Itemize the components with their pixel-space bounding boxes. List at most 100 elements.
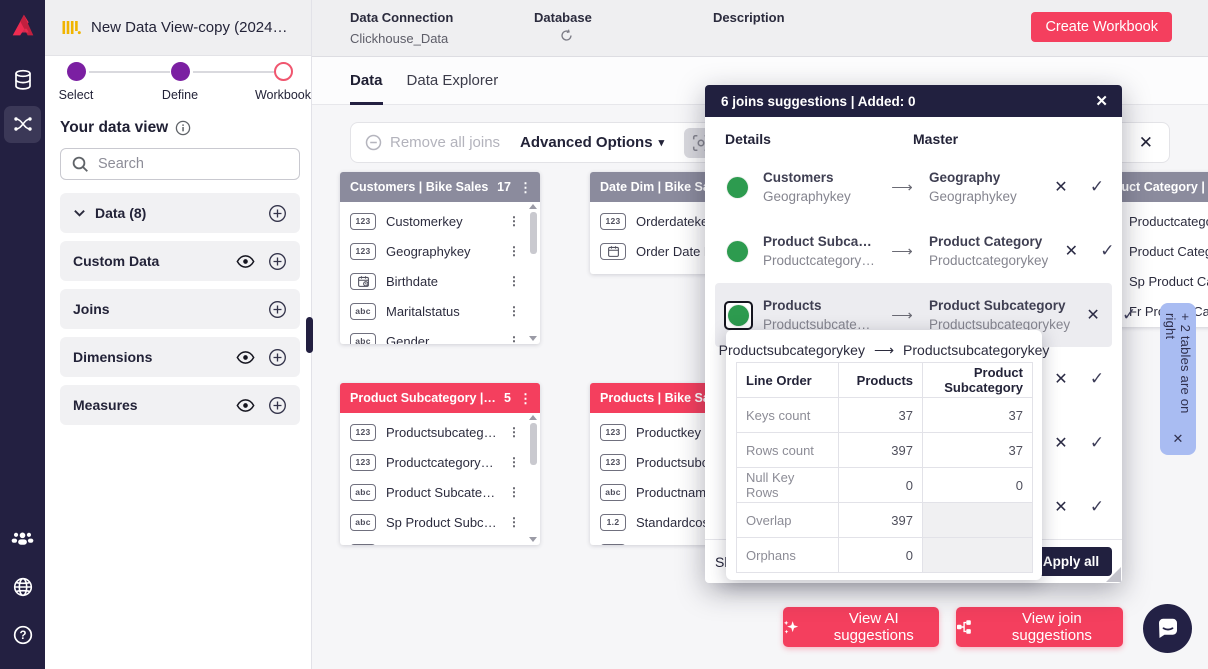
sidebar-item-data-model[interactable] — [0, 104, 45, 144]
create-workbook-button[interactable]: Create Workbook — [1031, 12, 1172, 42]
app-logo-icon[interactable] — [6, 8, 40, 42]
card-scrollbar[interactable] — [527, 204, 539, 341]
chevron-down-icon[interactable] — [73, 208, 86, 218]
reject-join-button[interactable]: ✕ — [1086, 307, 1100, 324]
table-card-header[interactable]: Product Subcategory | Bike Sales 5 ⋮ — [340, 383, 540, 413]
field-row[interactable]: abc Productname — [590, 477, 790, 507]
reject-join-button[interactable]: ✕ — [1054, 435, 1068, 452]
card-scrollbar[interactable] — [527, 415, 539, 542]
add-icon[interactable] — [268, 300, 287, 319]
kebab-menu-icon[interactable]: ⋮ — [508, 244, 520, 258]
section-custom-data[interactable]: Custom Data — [60, 241, 300, 281]
accept-join-button[interactable]: ✓ — [1089, 369, 1105, 388]
panel-resize-handle[interactable] — [306, 317, 313, 353]
remove-all-joins-button[interactable]: Remove all joins — [365, 134, 500, 151]
step-workbook[interactable]: Workbook — [245, 62, 321, 102]
sidebar-item-help[interactable]: ? — [0, 615, 45, 655]
section-dimensions[interactable]: Dimensions — [60, 337, 300, 377]
field-row[interactable]: 123 Geographykey ⋮ — [340, 236, 540, 266]
scroll-up-icon[interactable] — [529, 204, 537, 209]
view-join-suggestions-button[interactable]: View join suggestions — [956, 607, 1123, 647]
join-status-dot[interactable] — [727, 240, 748, 262]
accept-join-button[interactable]: ✓ — [1089, 433, 1105, 452]
kebab-menu-icon[interactable]: ⋮ — [519, 390, 532, 406]
step-define[interactable]: Define — [142, 62, 218, 102]
section-data[interactable]: Data (8) — [60, 193, 300, 233]
field-row[interactable]: 123 Productsubcategorykey — [590, 447, 790, 477]
accept-join-button[interactable]: ✓ — [1089, 497, 1105, 516]
info-icon[interactable] — [175, 120, 191, 136]
scroll-up-icon[interactable] — [529, 415, 537, 420]
field-row[interactable]: abc Sp Product Subcategory ⋮ — [340, 507, 540, 537]
kebab-menu-icon[interactable]: ⋮ — [508, 334, 520, 344]
step-select[interactable]: Select — [38, 62, 114, 102]
field-row[interactable]: abc Color — [590, 537, 790, 545]
kebab-menu-icon[interactable]: ⋮ — [508, 425, 520, 439]
add-icon[interactable] — [268, 348, 287, 367]
advanced-options-dropdown[interactable]: Advanced Options ▾ — [520, 134, 664, 151]
tables-overflow-badge[interactable]: + 2 tables are on right ✕ — [1160, 303, 1196, 455]
eye-icon[interactable] — [236, 398, 255, 412]
search-input[interactable] — [98, 156, 289, 172]
sidebar-item-language[interactable] — [0, 567, 45, 607]
eye-icon[interactable] — [236, 254, 255, 268]
scroll-down-icon[interactable] — [529, 537, 537, 542]
accept-join-button[interactable]: ✓ — [1121, 305, 1137, 324]
kebab-menu-icon[interactable]: ⋮ — [508, 214, 520, 228]
reject-join-button[interactable]: ✕ — [1054, 179, 1068, 196]
close-toolbar-icon[interactable]: ✕ — [1138, 132, 1153, 152]
field-row[interactable]: Order Date New — [590, 236, 790, 266]
refresh-icon[interactable] — [560, 29, 573, 45]
accept-join-button[interactable]: ✓ — [1089, 177, 1105, 196]
field-row[interactable]: abc Product Subcategory ⋮ — [340, 477, 540, 507]
reject-join-button[interactable]: ✕ — [1054, 371, 1068, 388]
field-row[interactable]: 123 Productsubcategorykey ⋮ — [340, 417, 540, 447]
sidebar-item-data-sources[interactable] — [0, 60, 45, 100]
field-row[interactable]: 123 Productcategorykey ⋮ — [340, 447, 540, 477]
close-icon[interactable]: ✕ — [1095, 93, 1108, 110]
kebab-menu-icon[interactable]: ⋮ — [508, 274, 520, 288]
accept-join-button[interactable]: ✓ — [1100, 241, 1115, 260]
kebab-menu-icon[interactable]: ⋮ — [508, 455, 520, 469]
field-row[interactable]: 123 Orderdatekey — [590, 206, 790, 236]
scroll-thumb[interactable] — [529, 423, 537, 465]
sidebar-item-community[interactable] — [0, 519, 45, 559]
close-icon[interactable]: ✕ — [1172, 431, 1184, 446]
tab-data[interactable]: Data — [350, 57, 383, 105]
add-icon[interactable] — [268, 396, 287, 415]
section-measures[interactable]: Measures — [60, 385, 300, 425]
join-status-dot[interactable] — [727, 176, 748, 198]
reject-join-button[interactable]: ✕ — [1064, 243, 1079, 260]
join-row[interactable]: Product Subcategory Productcategorykey ⟶… — [715, 219, 1114, 283]
field-row[interactable]: 1.2 Standardcost — [590, 507, 790, 537]
field-row[interactable]: abc Maritalstatus ⋮ — [340, 296, 540, 326]
kebab-menu-icon[interactable]: ⋮ — [508, 515, 520, 529]
kebab-menu-icon[interactable]: ⋮ — [508, 304, 520, 318]
add-icon[interactable] — [268, 252, 287, 271]
kebab-menu-icon[interactable]: ⋮ — [508, 485, 520, 499]
chat-support-button[interactable] — [1143, 604, 1192, 653]
field-row[interactable]: 123 Productkey — [590, 417, 790, 447]
table-header-row: Line Order Products Product Subcategory — [736, 362, 1033, 398]
field-row[interactable]: abc Gender ⋮ — [340, 326, 540, 344]
table-card-header[interactable]: Customers | Bike Sales 17 ⋮ — [340, 172, 540, 202]
join-status-dot[interactable] — [728, 304, 749, 326]
data-view-header[interactable]: New Data View-copy (2024… — [45, 0, 311, 56]
add-icon[interactable] — [268, 204, 287, 223]
eye-icon[interactable] — [236, 350, 255, 364]
reject-join-button[interactable]: ✕ — [1054, 499, 1068, 516]
apply-all-button[interactable]: Apply all — [1030, 547, 1112, 576]
field-row[interactable]: abc Fr Product Subcategory ⋮ — [340, 537, 540, 545]
modal-resize-handle[interactable] — [1106, 567, 1121, 582]
kebab-menu-icon[interactable]: ⋮ — [519, 179, 532, 195]
view-ai-suggestions-button[interactable]: View AI suggestions — [783, 607, 939, 647]
section-joins[interactable]: Joins — [60, 289, 300, 329]
scroll-thumb[interactable] — [529, 212, 537, 254]
scroll-down-icon[interactable] — [529, 336, 537, 341]
tab-data-explorer[interactable]: Data Explorer — [406, 72, 499, 89]
modal-header[interactable]: 6 joins suggestions | Added: 0 ✕ — [705, 85, 1122, 117]
field-row[interactable]: 123 Customerkey ⋮ — [340, 206, 540, 236]
join-row[interactable]: Customers Geographykey ⟶ Geography Geogr… — [715, 155, 1112, 219]
field-row[interactable]: Birthdate ⋮ — [340, 266, 540, 296]
table-row: Orphans 0 — [736, 537, 1033, 573]
